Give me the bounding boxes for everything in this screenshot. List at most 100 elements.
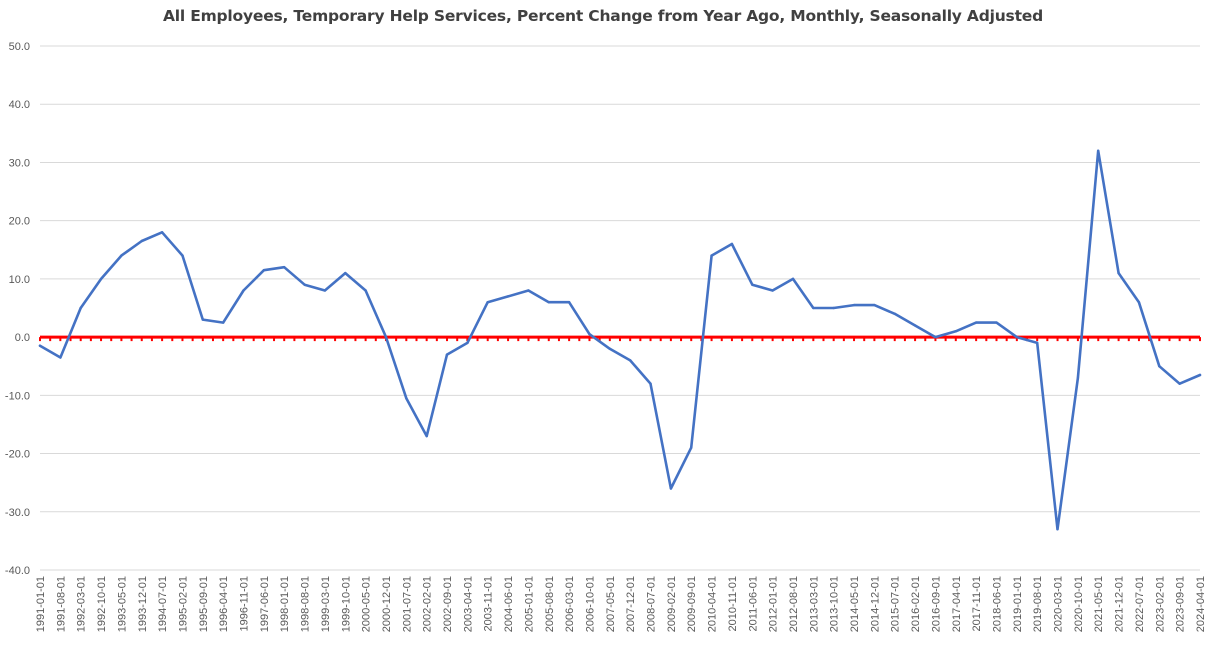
data-point	[262, 269, 266, 272]
x-tick-label: 2002-09-01	[442, 576, 454, 632]
y-tick-label: 20.0	[9, 216, 30, 228]
x-tick-label: 1999-03-01	[320, 576, 332, 632]
data-point	[120, 254, 123, 257]
x-tick-label: 2005-01-01	[523, 576, 535, 632]
x-tick-label: 1996-04-01	[218, 576, 230, 632]
data-point	[974, 321, 978, 324]
x-tick-label: 1998-01-01	[279, 576, 291, 632]
x-tick-label: 2023-02-01	[1154, 576, 1166, 632]
data-point	[1036, 341, 1039, 345]
data-point	[1097, 149, 1100, 152]
data-point	[649, 382, 652, 385]
zero-reference-line	[39, 335, 1201, 342]
x-tick-label: 1999-10-01	[340, 576, 352, 632]
data-point	[181, 254, 184, 257]
data-point	[1137, 301, 1141, 304]
data-point	[527, 289, 530, 292]
x-tick-label: 2021-05-01	[1093, 576, 1105, 632]
data-point	[893, 312, 896, 315]
x-tick-label: 2012-08-01	[788, 576, 800, 632]
data-point	[425, 434, 428, 438]
y-tick-label: 30.0	[9, 157, 30, 169]
data-point	[730, 242, 734, 246]
x-tick-label: 2022-07-01	[1134, 576, 1146, 632]
x-tick-label: 2016-09-01	[930, 576, 942, 632]
x-tick-label: 1996-11-01	[239, 576, 251, 631]
data-point	[445, 353, 449, 356]
data-point	[384, 335, 388, 339]
data-point	[38, 344, 42, 347]
x-tick-label: 2020-10-01	[1073, 576, 1085, 632]
x-tick-label: 2024-04-01	[1195, 576, 1206, 632]
data-point	[771, 289, 774, 292]
x-tick-label: 2014-12-01	[869, 576, 881, 632]
y-tick-label: -30.0	[5, 507, 30, 519]
x-tick-label: 2007-12-01	[625, 576, 637, 632]
data-point	[669, 487, 673, 490]
x-tick-label: 2006-10-01	[584, 576, 596, 632]
x-tick-label: 1991-08-01	[55, 576, 67, 632]
data-point	[954, 330, 957, 333]
data-point	[832, 306, 835, 310]
x-tick-label: 1994-07-01	[157, 576, 169, 632]
data-point	[486, 301, 489, 304]
x-tick-label: 2000-12-01	[381, 576, 393, 632]
data-point	[344, 271, 347, 275]
x-tick-label: 2013-03-01	[808, 576, 820, 632]
data-point	[608, 347, 611, 350]
y-tick-label: 10.0	[9, 274, 30, 286]
data-point	[873, 303, 876, 307]
x-tick-label: 2000-05-01	[361, 576, 373, 632]
data-point	[588, 333, 591, 336]
x-tick-label: 1992-10-01	[96, 576, 108, 632]
x-tick-label: 2004-06-01	[503, 576, 515, 632]
x-tick-label: 2005-08-01	[544, 576, 556, 632]
chart-title: All Employees, Temporary Help Services, …	[162, 7, 1043, 25]
x-tick-label: 1992-03-01	[76, 576, 88, 632]
series-line	[38, 149, 1202, 531]
y-tick-label: 0.0	[15, 332, 30, 344]
data-point	[812, 306, 815, 310]
data-point	[99, 277, 103, 281]
data-point	[1015, 335, 1018, 339]
data-point	[1117, 271, 1120, 275]
x-tick-label: 1991-01-01	[35, 576, 47, 632]
x-tick-label: 1993-12-01	[137, 576, 149, 632]
x-tick-label: 2003-11-01	[483, 576, 495, 631]
x-tick-label: 2003-04-01	[462, 576, 474, 632]
x-tick-label: 2023-09-01	[1175, 576, 1187, 632]
x-tick-label: 2018-06-01	[991, 576, 1003, 632]
x-tick-label: 2021-12-01	[1114, 576, 1126, 632]
x-tick-label: 1998-08-01	[300, 576, 312, 632]
data-point	[405, 397, 408, 400]
data-point	[1198, 373, 1202, 377]
data-point	[791, 277, 795, 281]
data-point	[160, 231, 164, 234]
x-tick-label: 2007-05-01	[605, 576, 617, 632]
data-point	[629, 359, 632, 362]
x-tick-label: 2017-11-01	[971, 576, 983, 631]
x-tick-label: 2009-09-01	[686, 576, 698, 632]
data-point	[364, 289, 367, 292]
data-point	[710, 254, 713, 257]
data-point	[466, 341, 469, 345]
data-point	[995, 321, 998, 324]
x-tick-label: 2015-07-01	[890, 576, 902, 632]
x-tick-label: 2014-05-01	[849, 576, 861, 632]
x-tick-label: 2011-06-01	[747, 576, 759, 631]
data-point	[1178, 382, 1181, 385]
x-tick-label: 2008-07-01	[646, 576, 658, 632]
x-tick-label: 1993-05-01	[116, 576, 128, 632]
data-point	[1158, 365, 1161, 368]
data-point	[913, 324, 917, 327]
x-tick-label: 1997-06-01	[259, 576, 271, 632]
x-tick-label: 2020-03-01	[1053, 576, 1065, 632]
data-point	[852, 303, 856, 307]
x-tick-label: 2006-03-01	[564, 576, 576, 632]
y-tick-label: 40.0	[9, 99, 30, 111]
data-point	[1056, 528, 1059, 531]
y-axis-tick-labels: 50.0 40.0 30.0 20.0 10.0 0.0 -10.0 -20.0 -30.0 -4…	[5, 41, 30, 577]
data-point	[303, 283, 306, 286]
